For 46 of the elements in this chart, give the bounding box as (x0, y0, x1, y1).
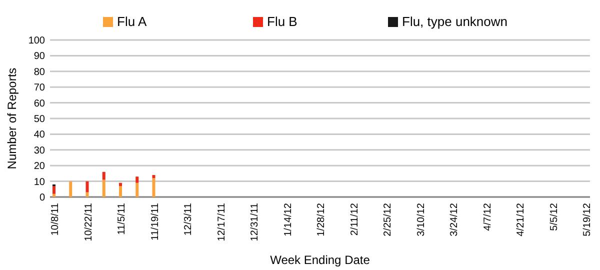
bar (136, 182, 139, 197)
x-tick-label: 1/28/12 (316, 202, 327, 236)
y-tick-label: 10 (34, 176, 46, 188)
y-tick-label: 40 (34, 130, 46, 141)
x-tick-label: 1/14/12 (282, 202, 294, 236)
y-tick-label: 100 (28, 36, 46, 46)
x-tick-label: 3/10/12 (416, 202, 427, 236)
bar (102, 180, 106, 197)
y-tick-label: 30 (34, 145, 46, 156)
legend-label: Flu, type unknown (402, 14, 508, 29)
bar (52, 186, 56, 194)
x-tick-label: 2/25/12 (382, 202, 394, 236)
y-tick-label: 80 (34, 66, 46, 78)
bar (152, 175, 156, 178)
x-axis-title: Week Ending Date (270, 253, 370, 267)
x-tick-label: 4/7/12 (482, 202, 494, 231)
y-tick-label: 20 (34, 161, 46, 172)
bar (152, 178, 156, 197)
bar (69, 181, 72, 197)
legend-label: Flu A (117, 14, 147, 29)
bar (119, 186, 122, 197)
y-tick-label: 90 (34, 51, 46, 62)
x-tick-label: 3/24/12 (449, 202, 460, 236)
x-tick-label: 5/19/12 (582, 202, 593, 236)
y-tick-label: 50 (34, 114, 46, 125)
x-tick-label: 4/21/12 (516, 202, 526, 236)
bar (52, 194, 56, 197)
bar (86, 181, 89, 192)
bar (86, 192, 89, 197)
x-tick-label: 10/22/11 (83, 202, 94, 242)
x-tick-label: 11/19/11 (150, 202, 161, 240)
y-tick-label: 70 (34, 82, 46, 94)
x-tick-label: 2/11/12 (349, 202, 360, 236)
x-tick-label: 12/3/11 (183, 202, 194, 236)
x-tick-label: 11/5/11 (116, 202, 128, 235)
legend-label: Flu B (267, 14, 298, 29)
x-tick-label: 12/17/11 (216, 202, 228, 242)
x-tick-label: 12/31/11 (250, 202, 260, 242)
bar (136, 176, 139, 183)
x-tick-label: 5/5/12 (548, 202, 560, 231)
bar (102, 172, 106, 180)
y-axis-title: Number of Reports (5, 68, 19, 170)
x-tick-label: 10/8/11 (50, 202, 61, 236)
bar (119, 182, 122, 186)
y-tick-label: 60 (34, 98, 46, 110)
y-tick-label: 0 (39, 192, 46, 204)
